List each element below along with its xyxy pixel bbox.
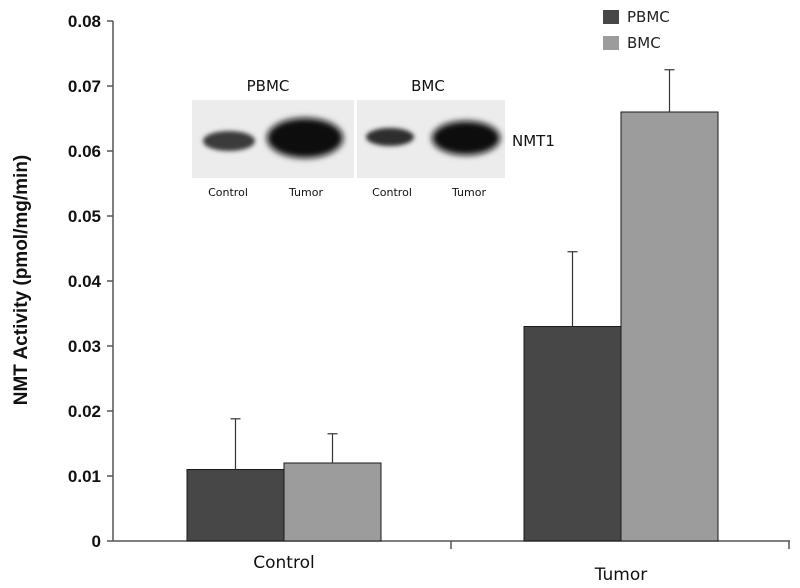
western-blot-inset: PBMC BMC NMT1 Control Tumor Control Tumo…: [192, 77, 555, 199]
y-tick-label: 0.08: [68, 12, 101, 31]
bar-bmc-tumor: [620, 111, 719, 542]
x-axis-category-labels: Control Tumor: [253, 553, 647, 585]
legend-swatch-pbmc: [603, 10, 619, 24]
blot-lane-label-bmc-tumor: Tumor: [451, 186, 486, 199]
legend-swatch-bmc: [603, 36, 619, 50]
legend-label-pbmc: PBMC: [627, 8, 670, 26]
bar-pbmc-tumor: [523, 326, 622, 542]
blot-band-bmc-control: [366, 128, 414, 146]
blot-lane-label-bmc-control: Control: [372, 186, 412, 199]
x-category-label: Control: [253, 553, 314, 573]
blot-panel-title-pbmc: PBMC: [247, 77, 290, 95]
error-bars-group: [230, 69, 675, 470]
x-category-label: Tumor: [594, 565, 648, 585]
y-axis-ticks: 0 0.01 0.02 0.03 0.04 0.05 0.06 0.07 0.08: [68, 12, 113, 551]
y-tick-label: 0.02: [68, 402, 101, 421]
blot-protein-label: NMT1: [512, 132, 555, 150]
y-tick-label: 0.01: [68, 467, 101, 486]
bars-group: [186, 111, 719, 542]
bar-pbmc-control: [186, 469, 285, 542]
bar-bmc-control: [283, 462, 382, 542]
y-tick-label: 0.04: [68, 272, 102, 291]
blot-band-bmc-tumor: [432, 121, 500, 155]
blot-band-pbmc-control: [203, 131, 255, 151]
y-tick-label: 0.05: [68, 207, 101, 226]
y-tick-label: 0.03: [68, 337, 101, 356]
y-axis-title: NMT Activity (pmol/mg/min): [11, 155, 32, 406]
y-tick-label: 0.07: [68, 77, 101, 96]
blot-lane-label-pbmc-control: Control: [208, 186, 248, 199]
y-tick-label: 0.06: [68, 142, 101, 161]
blot-band-pbmc-tumor: [267, 118, 343, 158]
blot-panel-title-bmc: BMC: [411, 77, 445, 95]
legend: PBMC BMC: [603, 8, 670, 52]
y-tick-label: 0: [92, 532, 101, 551]
legend-label-bmc: BMC: [627, 34, 661, 52]
blot-lane-label-pbmc-tumor: Tumor: [288, 186, 323, 199]
